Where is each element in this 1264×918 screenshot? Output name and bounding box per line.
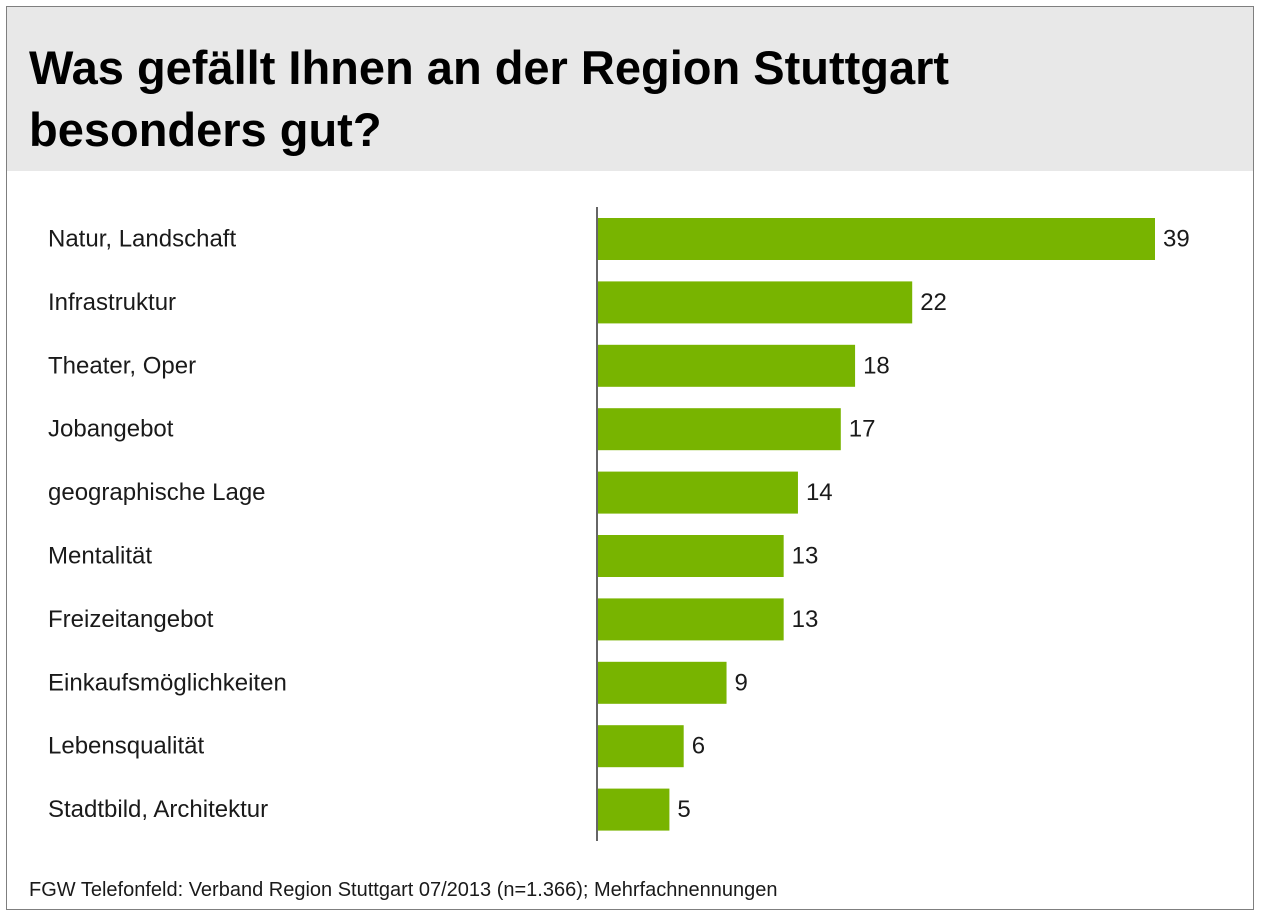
- bar: [598, 725, 684, 768]
- bar: [598, 408, 841, 451]
- bar-value-label: 13: [792, 606, 819, 633]
- bar: [598, 218, 1155, 260]
- chart-title: Was gefällt Ihnen an der Region Stuttgar…: [29, 37, 1129, 161]
- chart-title-line-2: besonders gut?: [29, 103, 382, 156]
- bar-value-label: 22: [920, 289, 947, 316]
- category-label: Theater, Oper: [48, 352, 196, 379]
- bar-value-label: 18: [863, 352, 890, 379]
- bar: [598, 281, 913, 324]
- bar: [598, 344, 856, 387]
- bar-value-label: 39: [1163, 226, 1190, 253]
- category-label: Mentalität: [48, 543, 152, 570]
- title-band: Was gefällt Ihnen an der Region Stuttgar…: [7, 7, 1253, 171]
- bar: [598, 788, 670, 831]
- category-label: Lebensqualität: [48, 733, 204, 760]
- category-label: Einkaufsmöglichkeiten: [48, 669, 287, 696]
- category-label: Infrastruktur: [48, 289, 176, 316]
- bar-value-label: 6: [692, 733, 705, 760]
- bar: [598, 471, 798, 514]
- chart-frame: Was gefällt Ihnen an der Region Stuttgar…: [6, 6, 1254, 910]
- category-label: Jobangebot: [48, 416, 174, 443]
- bar-value-label: 9: [735, 669, 748, 696]
- category-label: Freizeitangebot: [48, 606, 214, 633]
- bar-value-label: 13: [792, 543, 819, 570]
- bar: [598, 661, 727, 704]
- bar-value-label: 17: [849, 416, 876, 443]
- bar-value-label: 14: [806, 479, 833, 506]
- category-label: Stadtbild, Architektur: [48, 796, 268, 823]
- bar-value-label: 5: [677, 796, 690, 823]
- bar-chart: Natur, Landschaft 39 Infrastruktur 22 Theate…: [48, 207, 1190, 841]
- category-label: Natur, Landschaft: [48, 226, 236, 253]
- category-label: geographische Lage: [48, 479, 266, 506]
- bar: [598, 535, 784, 577]
- chart-title-line-1: Was gefällt Ihnen an der Region Stuttgar…: [29, 41, 950, 94]
- bar: [598, 598, 784, 641]
- source-note: FGW Telefonfeld: Verband Region Stuttgar…: [29, 879, 778, 901]
